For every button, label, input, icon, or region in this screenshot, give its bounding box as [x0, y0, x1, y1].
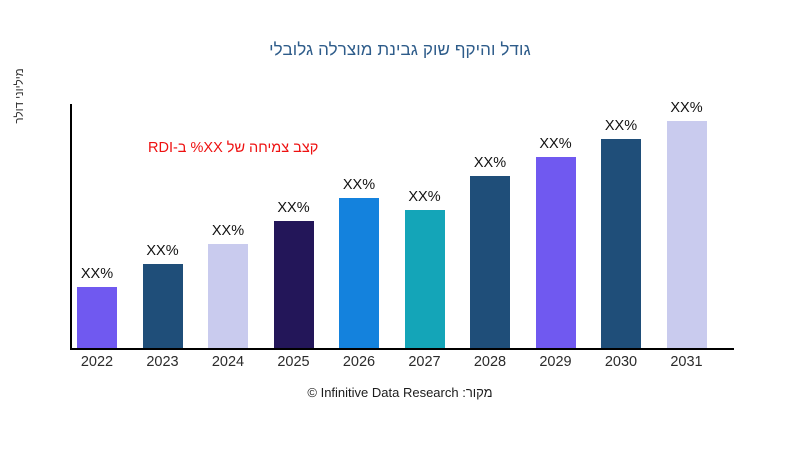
chart-title: גודל והיקף שוק גבינת מוצרלה גלובלי [269, 40, 531, 59]
bar-2031[interactable] [666, 121, 707, 348]
x-tick-2027: 2027 [408, 354, 441, 370]
x-tick-2028: 2028 [473, 354, 507, 370]
bar-2023[interactable] [142, 264, 183, 348]
bar-2030[interactable] [601, 139, 641, 348]
bar-2025[interactable] [273, 220, 314, 348]
source-caption: מקור: Infinitive Data Research © [307, 385, 493, 400]
y-axis-line [70, 104, 72, 349]
bar-value-label-2027: XX% [408, 188, 441, 205]
bar-2024[interactable] [208, 243, 248, 348]
bar-value-label-2023: XX% [146, 243, 179, 260]
x-tick-2029: 2029 [539, 354, 572, 370]
bar-value-label-2028: XX% [473, 154, 507, 171]
bar-value-label-2031: XX% [670, 100, 703, 117]
x-tick-2026: 2026 [342, 354, 376, 370]
bar-value-label-2025: XX% [277, 199, 310, 216]
bar-2028[interactable] [470, 175, 510, 348]
bar-2026[interactable] [339, 198, 379, 348]
bar-value-label-2030: XX% [604, 118, 638, 135]
x-tick-2030: 2030 [604, 354, 638, 370]
x-axis-tick-labels: 2022 2023 2024 2025 2026 2027 2028 2029 2030 2031 [70, 354, 784, 376]
bar-value-label-2026: XX% [342, 177, 376, 194]
x-tick-2024: 2024 [211, 354, 245, 370]
x-tick-2031: 2031 [670, 354, 703, 370]
bar-value-label-2022: XX% [80, 265, 114, 282]
bar-2027[interactable] [404, 209, 445, 348]
plot-area: XX% XX% XX% XX% XX% XX% XX% XX% XX% XX% [70, 100, 784, 350]
x-tick-2023: 2023 [146, 354, 179, 370]
x-tick-2022: 2022 [80, 354, 114, 370]
bar-2022[interactable] [77, 286, 117, 348]
y-axis-label: מיליוני דולר [14, 68, 26, 124]
bar-value-label-2024: XX% [211, 222, 245, 239]
x-axis-line [70, 348, 734, 350]
growth-rate-annotation: קצב צמיחה של XX% ב-IDR [148, 140, 319, 156]
bar-2029[interactable] [535, 157, 576, 348]
bar-value-label-2029: XX% [539, 136, 572, 153]
x-tick-2025: 2025 [277, 354, 310, 370]
